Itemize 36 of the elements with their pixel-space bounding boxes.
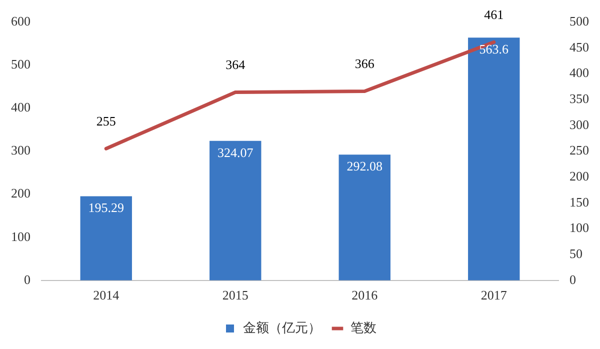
data-label: 292.08 <box>346 158 382 174</box>
bar <box>468 38 520 280</box>
legend-label: 笔数 <box>350 320 376 335</box>
x-tick-label: 2014 <box>93 288 120 303</box>
y2-tick-label: 450 <box>570 39 589 54</box>
data-label: 195.29 <box>88 200 124 216</box>
y2-tick-label: 0 <box>570 272 576 287</box>
y2-tick-label: 300 <box>570 116 589 132</box>
x-tick-label: 2017 <box>480 288 508 303</box>
bar <box>210 140 262 280</box>
x-tick-label: 2016 <box>352 288 378 303</box>
y2-tick-label: 500 <box>570 13 589 28</box>
data-label: 324.07 <box>218 144 254 160</box>
data-label: 563.6 <box>479 42 509 57</box>
y2-tick-label: 150 <box>570 194 589 210</box>
y2-tick-label: 200 <box>570 168 589 184</box>
data-label: 364 <box>226 57 246 72</box>
y-tick-label: 400 <box>11 100 30 115</box>
bar <box>80 196 132 280</box>
y2-tick-label: 250 <box>570 142 589 158</box>
y-tick-label: 100 <box>11 228 30 244</box>
y2-tick-label: 100 <box>570 220 589 236</box>
y-tick-label: 300 <box>11 142 30 158</box>
y-tick-label: 0 <box>24 272 30 287</box>
bar <box>338 154 390 280</box>
data-label: 461 <box>484 7 504 22</box>
y-tick-label: 200 <box>11 186 30 201</box>
x-tick-label: 2015 <box>222 288 248 303</box>
y2-tick-label: 350 <box>570 90 589 106</box>
data-label: 255 <box>96 114 116 129</box>
y-tick-label: 600 <box>11 13 30 28</box>
y-tick-label: 500 <box>11 56 30 72</box>
y2-tick-label: 400 <box>570 65 589 80</box>
legend-label: 金额（亿元） <box>243 320 321 335</box>
data-label: 366 <box>354 56 375 72</box>
y2-tick-label: 50 <box>570 246 582 261</box>
